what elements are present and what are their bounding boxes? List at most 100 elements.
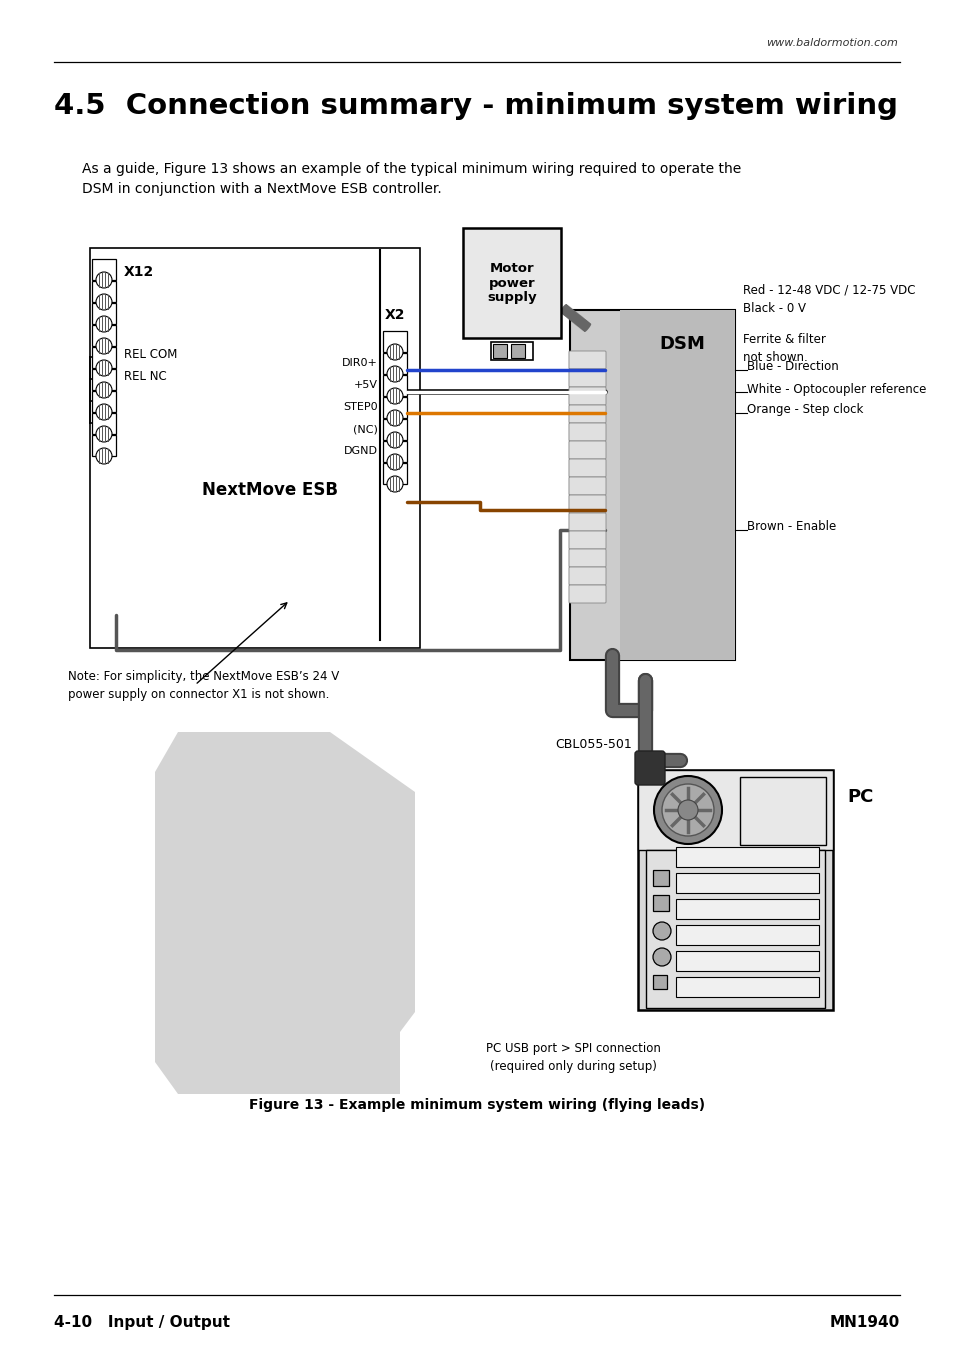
Bar — [91, 391, 116, 412]
Bar — [382, 353, 407, 375]
Bar — [511, 343, 524, 358]
Circle shape — [678, 800, 698, 821]
FancyBboxPatch shape — [568, 387, 605, 406]
Bar — [676, 873, 818, 894]
Bar — [652, 975, 666, 990]
Bar — [91, 412, 116, 434]
Circle shape — [96, 383, 112, 397]
Bar — [90, 247, 419, 648]
Circle shape — [96, 338, 112, 354]
FancyBboxPatch shape — [568, 423, 605, 441]
Bar — [638, 771, 832, 1010]
Text: Figure 13 - Example minimum system wiring (flying leads): Figure 13 - Example minimum system wirin… — [249, 1098, 704, 1111]
Text: 4-10   Input / Output: 4-10 Input / Output — [54, 1315, 230, 1330]
Text: REL COM: REL COM — [124, 347, 177, 361]
Text: Ferrite & filter
not shown.: Ferrite & filter not shown. — [742, 333, 825, 364]
Text: Orange - Step clock: Orange - Step clock — [746, 403, 862, 416]
FancyBboxPatch shape — [568, 512, 605, 531]
Text: DSM: DSM — [659, 335, 704, 353]
Bar — [382, 462, 407, 484]
FancyBboxPatch shape — [568, 549, 605, 566]
Text: X12: X12 — [124, 265, 154, 279]
Text: REL NC: REL NC — [124, 369, 167, 383]
Bar — [645, 850, 824, 1009]
Circle shape — [96, 404, 112, 420]
Text: Black - 0 V: Black - 0 V — [742, 301, 805, 315]
FancyBboxPatch shape — [568, 458, 605, 477]
Bar — [676, 977, 818, 996]
Circle shape — [387, 410, 402, 426]
Circle shape — [652, 948, 670, 965]
Text: CBL055-501: CBL055-501 — [555, 738, 631, 752]
Bar — [382, 397, 407, 418]
Circle shape — [387, 454, 402, 470]
Bar — [493, 343, 506, 358]
Circle shape — [652, 922, 670, 940]
Bar — [619, 310, 734, 660]
Bar — [676, 846, 818, 867]
Bar — [740, 777, 825, 845]
Circle shape — [387, 388, 402, 404]
Text: MN1940: MN1940 — [829, 1315, 899, 1330]
Bar — [91, 435, 116, 456]
Text: 4.5  Connection summary - minimum system wiring: 4.5 Connection summary - minimum system … — [54, 92, 897, 120]
Bar — [382, 441, 407, 462]
Bar — [91, 303, 116, 324]
Circle shape — [387, 366, 402, 383]
Text: DIR0+: DIR0+ — [342, 358, 377, 368]
FancyBboxPatch shape — [568, 531, 605, 549]
Circle shape — [387, 433, 402, 448]
Bar — [382, 375, 407, 396]
Circle shape — [654, 776, 721, 844]
Text: Brown - Enable: Brown - Enable — [746, 521, 836, 534]
Text: +5V: +5V — [354, 380, 377, 389]
Bar — [676, 925, 818, 945]
Bar — [91, 347, 116, 368]
Circle shape — [96, 426, 112, 442]
Bar — [491, 342, 533, 360]
Text: Red - 12-48 VDC / 12-75 VDC: Red - 12-48 VDC / 12-75 VDC — [742, 284, 915, 296]
Bar — [91, 281, 116, 301]
FancyBboxPatch shape — [568, 566, 605, 585]
Text: White - Optocoupler reference: White - Optocoupler reference — [746, 383, 925, 396]
Circle shape — [387, 476, 402, 492]
Text: Blue - Direction: Blue - Direction — [746, 361, 838, 373]
Circle shape — [96, 360, 112, 376]
Bar — [382, 419, 407, 439]
FancyBboxPatch shape — [568, 441, 605, 458]
Circle shape — [96, 272, 112, 288]
Bar — [91, 369, 116, 389]
FancyBboxPatch shape — [568, 495, 605, 512]
Text: www.baldormotion.com: www.baldormotion.com — [765, 38, 897, 49]
Bar — [676, 950, 818, 971]
Text: Motor
power
supply: Motor power supply — [487, 261, 537, 304]
Text: (NC): (NC) — [353, 425, 377, 434]
Text: STEP0: STEP0 — [343, 402, 377, 412]
FancyBboxPatch shape — [635, 750, 664, 786]
Bar — [652, 895, 668, 911]
Circle shape — [387, 343, 402, 360]
Bar — [638, 771, 832, 850]
Bar — [676, 899, 818, 919]
Bar — [91, 260, 116, 280]
Text: PC: PC — [846, 788, 872, 806]
FancyBboxPatch shape — [568, 406, 605, 423]
Bar — [462, 228, 560, 338]
Circle shape — [96, 448, 112, 464]
Text: Note: For simplicity, the NextMove ESB’s 24 V
power supply on connector X1 is no: Note: For simplicity, the NextMove ESB’s… — [68, 671, 339, 700]
Circle shape — [661, 784, 713, 836]
Text: As a guide, Figure 13 shows an example of the typical minimum wiring required to: As a guide, Figure 13 shows an example o… — [82, 162, 740, 196]
FancyBboxPatch shape — [568, 477, 605, 495]
Bar — [91, 324, 116, 346]
FancyBboxPatch shape — [568, 352, 605, 369]
Text: NextMove ESB: NextMove ESB — [202, 481, 337, 499]
Bar — [382, 331, 407, 352]
FancyBboxPatch shape — [568, 585, 605, 603]
Bar — [569, 310, 734, 660]
Text: PC USB port > SPI connection
(required only during setup): PC USB port > SPI connection (required o… — [485, 1042, 659, 1073]
Text: DGND: DGND — [344, 446, 377, 456]
Bar — [652, 869, 668, 886]
Circle shape — [96, 316, 112, 333]
Circle shape — [96, 293, 112, 310]
Polygon shape — [154, 731, 415, 1094]
